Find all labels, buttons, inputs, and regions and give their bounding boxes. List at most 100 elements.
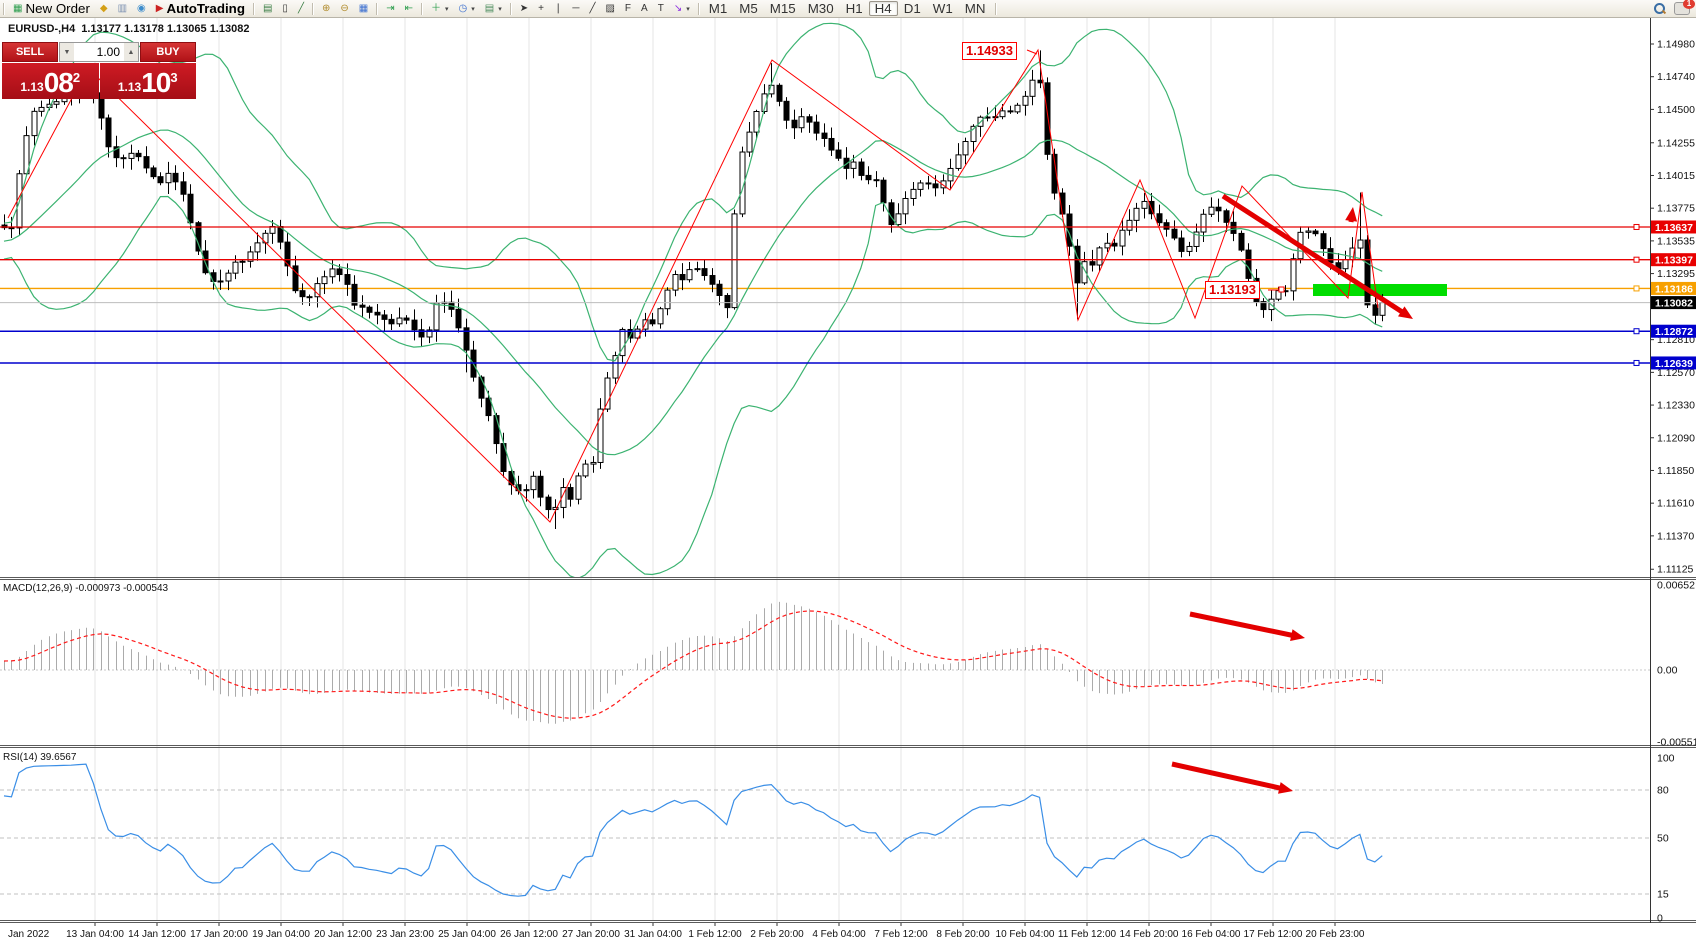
tile-windows-button[interactable]: ▦ [354,1,373,16]
sell-price[interactable]: 1.13 08 2 [2,63,99,99]
time-tick-label[interactable]: 17 Jan 20:00 [190,929,248,940]
vertical-line-button[interactable]: ❘ [549,1,567,16]
price-callout-low[interactable]: 1.13193 [1205,281,1260,299]
auto-scroll-button[interactable]: ⇥ [381,1,399,16]
rsi-line [3,763,1383,897]
arrows-button[interactable]: ↘ ▾ [669,1,695,16]
bearish-candle [1051,153,1058,194]
equidistant-channel-button[interactable]: ▨ [600,1,619,16]
bearish-candle [180,181,187,195]
zigzag-trend-line[interactable] [7,48,1379,523]
bearish-candle [344,274,351,285]
volume-increase-button[interactable]: ▲ [124,43,138,61]
new-order-button[interactable]: ▦ New Order [8,1,95,16]
arrows-icon: ↘ [673,2,683,14]
autotrading-icon: ▶ [155,2,164,14]
bullish-candle [1208,206,1215,215]
bar-chart-button[interactable]: ▤ [258,1,277,16]
line-handle[interactable] [1633,223,1640,230]
templates-button[interactable]: ▤ ▾ [480,1,507,16]
time-tick-label[interactable]: 14 Feb 20:00 [1120,929,1179,940]
metaeditor-button[interactable]: ◆ [95,1,113,16]
time-tick-label[interactable]: 20 Jan 12:00 [314,929,372,940]
line-handle[interactable] [1633,328,1640,335]
timeframe-m1-button[interactable]: M1 [703,1,734,16]
time-tick-label[interactable]: 31 Jan 04:00 [624,929,682,940]
time-tick-label[interactable]: 16 Feb 04:00 [1182,929,1241,940]
bullish-candle [970,125,977,143]
bullish-candle [560,487,567,508]
horizontal-line-button[interactable]: ─ [567,1,584,16]
time-tick-label[interactable]: 10 Feb 04:00 [996,929,1055,940]
line-chart-button[interactable]: ╱ [293,1,309,16]
text-label-button[interactable]: T [653,1,669,16]
sell-button[interactable]: SELL [2,42,58,62]
trend-arrow-main[interactable] [1221,193,1408,317]
time-tick-label[interactable]: 11 Feb 12:00 [1058,929,1117,940]
timeframe-m5-button[interactable]: M5 [733,1,764,16]
time-tick-label[interactable]: 7 Feb 12:00 [874,929,928,940]
time-tick-label[interactable]: 27 Jan 20:00 [562,929,620,940]
volume-value[interactable]: 1.00 [96,45,120,59]
buy-button[interactable]: BUY [140,42,196,62]
time-tick-label[interactable]: 8 Feb 20:00 [936,929,990,940]
time-tick-label[interactable]: 1 Feb 12:00 [688,929,742,940]
chart-shift-button[interactable]: ⇤ [400,1,418,16]
text-button[interactable]: A [636,1,653,16]
timeframe-h4-button[interactable]: H4 [868,1,898,16]
timeframe-m15-button[interactable]: M15 [764,1,802,16]
timeframe-mn-button[interactable]: MN [959,1,992,16]
time-tick-label[interactable]: 4 Feb 04:00 [812,929,866,940]
bullish-candle [1029,79,1036,97]
sell-price-prefix: 1.13 [20,80,44,94]
bearish-candle [813,121,820,134]
time-tick-label[interactable]: Jan 2022 [8,929,50,940]
buy-price[interactable]: 1.13 10 3 [99,63,196,99]
zoom-out-button[interactable]: ⊖ [335,1,353,16]
periods-button[interactable]: ◷ ▾ [454,1,480,16]
timeframe-h1-button[interactable]: H1 [840,1,869,16]
time-tick-label[interactable]: 26 Jan 12:00 [500,929,558,940]
line-handle[interactable] [1633,359,1640,366]
time-tick-label[interactable]: 20 Feb 23:00 [1306,929,1365,940]
time-tick-label[interactable]: 2 Feb 20:00 [750,929,804,940]
timeframe-m30-button[interactable]: M30 [802,1,840,16]
green-zone-rectangle[interactable] [1313,284,1447,296]
autotrading-button[interactable]: ▶ AutoTrading [151,1,250,16]
fibonacci-button[interactable]: F [620,1,636,16]
volume-decrease-button[interactable]: ▼ [60,43,74,61]
trend-arrow-macd[interactable] [1189,611,1298,639]
time-tick-label[interactable]: 17 Feb 12:00 [1244,929,1303,940]
bullish-candle [1290,258,1297,292]
bullish-candle [999,110,1006,118]
tile-windows-icon: ▦ [358,2,369,14]
time-tick-label[interactable]: 14 Jan 12:00 [128,929,186,940]
market-watch-button[interactable]: ▥ [113,1,132,16]
bullish-candle [128,152,135,159]
indicators-button[interactable]: ＋ ▾ [426,1,454,16]
trend-arrow-rsi[interactable] [1171,761,1286,792]
line-handle[interactable] [1633,256,1640,263]
search-icon[interactable] [1654,2,1666,15]
signals-button[interactable]: ◉ [132,1,151,16]
cursor-button[interactable]: ➤ [515,1,533,16]
time-tick-label[interactable]: 19 Jan 04:00 [252,929,310,940]
bearish-candle [418,329,425,338]
time-tick-label[interactable]: 25 Jan 04:00 [438,929,496,940]
zoom-in-button[interactable]: ⊕ [317,1,335,16]
trend-line-button[interactable]: ╱ [584,1,600,16]
chat-icon[interactable]: 1 [1674,0,1695,15]
bullish-candle [895,213,902,226]
time-tick-label[interactable]: 23 Jan 23:00 [376,929,434,940]
timeframe-w1-button[interactable]: W1 [927,1,959,16]
price-badge [1651,253,1696,267]
bullish-candle [746,131,753,153]
candlestick-chart-button[interactable]: ▯ [277,1,293,16]
timeframe-d1-button[interactable]: D1 [898,1,927,16]
bearish-candle [113,146,120,159]
time-tick-label[interactable]: 13 Jan 04:00 [66,929,124,940]
crosshair-button[interactable]: + [533,1,549,16]
price-callout-high[interactable]: 1.14933 [962,42,1017,60]
line-handle[interactable] [1633,285,1640,292]
